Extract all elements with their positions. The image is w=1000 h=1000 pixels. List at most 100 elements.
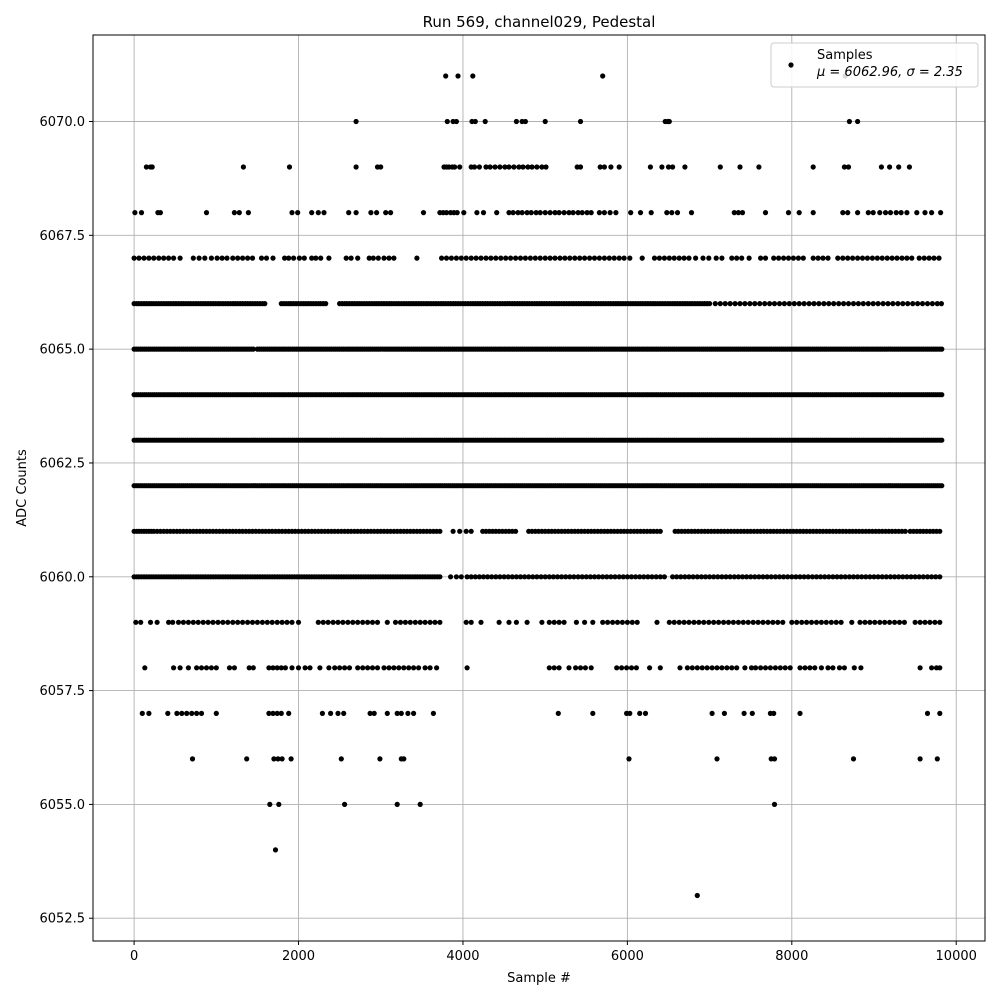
data-point [411,665,417,671]
data-point [715,574,721,580]
data-point [288,756,294,762]
data-point [286,710,292,717]
data-point [762,665,769,671]
data-point [332,665,338,671]
data-point [225,619,231,625]
data-point [790,255,797,261]
data-point [628,574,635,580]
data-point [767,665,774,671]
data-point [315,210,321,216]
data-point [561,619,567,625]
data-point [760,574,766,580]
data-point [746,255,752,261]
data-point [557,255,563,261]
data-point [841,665,848,671]
data-point [532,255,538,261]
data-point [781,574,787,580]
data-point [473,255,479,261]
data-point [893,210,899,216]
data-point [190,255,196,261]
data-point [381,255,387,261]
data-point [808,619,815,625]
data-point [810,255,816,261]
data-point [686,574,692,580]
data-point [177,255,183,261]
data-point [338,756,344,762]
data-point [513,255,519,261]
data-point [323,301,329,307]
data-point [508,255,514,261]
data-point [301,255,307,261]
data-point [267,801,273,808]
data-point [889,255,895,261]
legend-marker [788,62,794,68]
data-point [575,574,581,580]
data-point [464,665,470,671]
data-point [894,255,900,261]
data-point [637,210,644,216]
data-point [719,255,725,261]
data-point [719,665,725,671]
data-point [266,665,272,671]
data-point [666,619,672,625]
data-point [836,301,842,307]
data-point [719,574,725,580]
data-point [723,574,729,580]
data-point [307,665,313,671]
data-point [758,255,764,261]
data-point [674,210,681,216]
data-point [785,255,792,261]
x-tick-label: 2000 [282,949,315,964]
data-point [525,164,531,170]
data-point [664,210,670,216]
data-point [731,210,737,216]
data-point [791,301,797,307]
data-point [781,301,788,307]
data-point [463,528,469,534]
data-point [370,255,376,261]
data-point [666,118,672,125]
data-point [502,164,508,170]
data-point [744,574,750,580]
data-point [762,210,769,216]
data-point [608,164,614,170]
data-point [547,255,553,261]
data-point [189,756,196,762]
data-point [200,619,206,625]
data-point [621,255,627,261]
data-point [328,710,334,717]
data-point [899,255,905,261]
data-point [202,255,208,261]
data-point [752,301,758,307]
data-point [480,210,487,216]
data-point [648,210,654,216]
data-point [543,164,549,170]
data-point [519,210,525,216]
data-point [556,619,562,625]
data-point [437,574,443,580]
data-point [464,574,470,580]
data-point [912,619,918,625]
data-point [737,164,743,170]
data-point [244,756,250,762]
data-point [205,619,211,625]
y-tick-label: 6067.5 [40,229,86,244]
data-point [383,210,389,216]
data-point [707,301,713,307]
data-point [725,619,732,625]
data-point [453,255,459,261]
data-point [704,665,710,671]
data-point [804,619,810,625]
data-point [637,710,643,717]
data-point [860,301,866,307]
data-point [534,164,540,170]
data-point [245,255,251,261]
data-point [275,756,281,762]
data-point [416,665,422,671]
data-point [538,574,544,580]
data-point [480,574,487,580]
data-point [937,528,943,534]
data-point [818,665,825,671]
data-point [781,255,787,261]
data-point [874,255,880,261]
